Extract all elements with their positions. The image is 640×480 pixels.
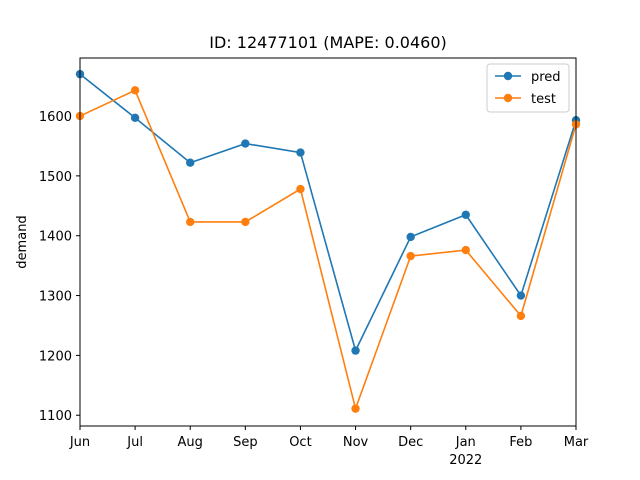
legend-label: pred: [531, 70, 561, 85]
plot-series: [75, 69, 581, 413]
x-tick-label: Feb: [509, 435, 532, 450]
x-tick-label: Nov: [343, 435, 369, 450]
series-line: [79, 89, 577, 412]
x-tick-sublabel: 2022: [449, 453, 482, 468]
series-pred: [75, 69, 581, 355]
series-line: [79, 73, 577, 353]
x-tick-label: Sep: [233, 435, 258, 450]
data-point: [130, 86, 140, 95]
series-test: [75, 86, 581, 413]
data-point: [241, 139, 250, 148]
x-tick-label: Aug: [178, 435, 203, 450]
data-point: [186, 158, 195, 167]
legend-marker: [503, 71, 513, 81]
data-point: [351, 346, 360, 355]
y-tick-label: 1300: [39, 290, 72, 305]
data-point: [296, 184, 305, 194]
x-tick-label: Oct: [289, 435, 311, 450]
y-tick-label: 1400: [39, 230, 72, 245]
plot-frame: [79, 57, 577, 427]
data-point: [516, 311, 526, 321]
data-point: [241, 217, 250, 227]
data-point: [406, 251, 415, 261]
legend-entry: test: [495, 92, 556, 107]
y-axis-label: demand: [15, 215, 30, 268]
x-tick-label: Mar: [564, 435, 589, 450]
y-tick-label: 1500: [39, 170, 72, 185]
data-point: [406, 232, 415, 242]
legend-label: test: [531, 92, 556, 107]
legend: pred test: [486, 63, 570, 113]
y-tick-label: 1600: [39, 110, 72, 125]
data-point: [351, 404, 360, 413]
legend-marker: [503, 93, 513, 103]
data-point: [186, 217, 195, 227]
x-tick-label: Jun: [69, 435, 90, 450]
data-point: [296, 148, 305, 157]
data-point: [461, 210, 470, 219]
chart-title: ID: 12477101 (MAPE: 0.0460): [209, 33, 447, 52]
data-point: [461, 245, 470, 255]
x-tick-label: Dec: [398, 435, 423, 450]
data-point: [130, 113, 140, 123]
axis-ticks: 1100 1200 1300 1400 1500 1600 Jun Jul Aug Sep Oct N…: [39, 110, 589, 468]
legend-entry: pred: [495, 70, 561, 85]
y-tick-label: 1200: [39, 349, 72, 364]
data-point: [516, 291, 526, 300]
x-tick-label: Jan: [455, 435, 476, 450]
y-tick-label: 1100: [39, 409, 72, 424]
x-tick-label: Jul: [126, 435, 143, 450]
